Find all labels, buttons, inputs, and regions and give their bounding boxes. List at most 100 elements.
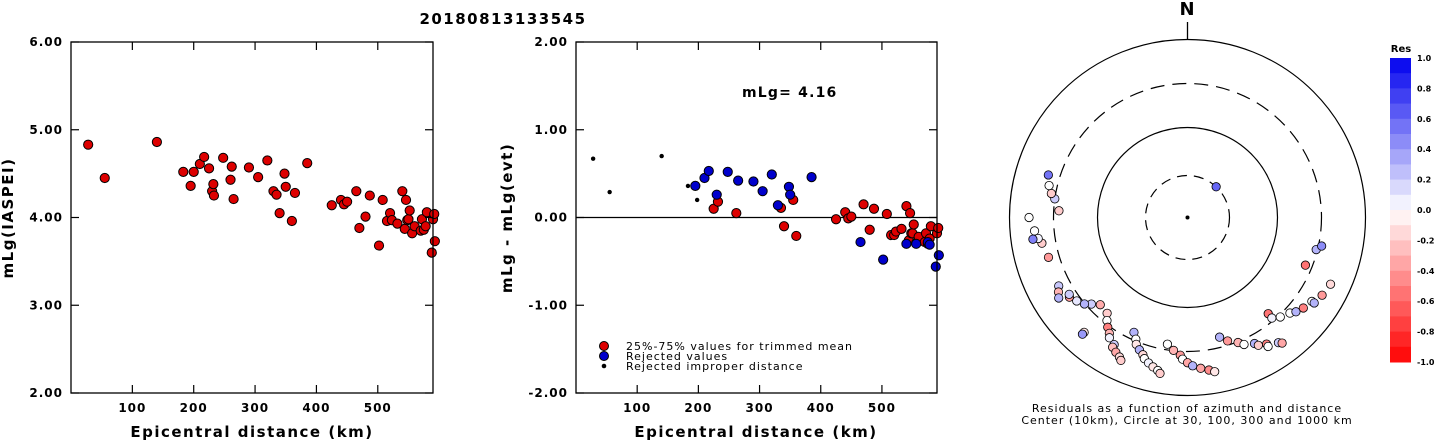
legend-marker-improper [601,363,607,369]
panel1-x-tick-label: 200 [684,401,712,415]
ring-30km [1144,174,1231,261]
colorbar-tick-label: -0.4 [1417,267,1435,276]
panel1-y-axis-title: mLg(IASPEI) [0,158,17,279]
panel0-y-tick-label: 6.00 [29,35,63,49]
station-residual-point [1309,298,1319,308]
panel0-x-tick-label: 100 [118,401,146,415]
panel0-point-series0 [185,180,196,192]
ring-1000km [1008,38,1367,397]
panel0-point-series0 [354,222,365,234]
panel1-ticks: 2.00 3.00 4.00 5.00 6.00 100 200 300 400 500 [29,35,433,415]
panel0-point-series0 [188,166,199,177]
station-residual-point [1291,307,1301,317]
station-residual-point [1325,279,1336,289]
colorbar-cell [1390,164,1411,181]
colorbar-cell [1390,316,1411,333]
panel2-points [590,153,944,272]
panel0-point-series0 [373,240,385,251]
panel0-point-series0 [203,163,215,174]
station-residual-point [1046,188,1056,199]
station-residual-point [1214,332,1225,342]
panel1-point-series0 [868,203,880,214]
panel0-x-tick-label: 300 [241,401,269,415]
polar-station-points [1024,170,1336,378]
panel1-point-series2 [694,197,700,203]
panel0-point-series0 [178,166,189,177]
station-residual-point [1210,367,1220,377]
station-residual-point [1064,289,1074,299]
map-caption-line2: Center (10km), Circle at 30, 100, 300 an… [1021,414,1352,427]
colorbar-cell [1390,210,1411,226]
epicenter-marker [1185,215,1190,220]
panel0-point-series0 [280,181,291,192]
colorbar-cell [1390,73,1411,89]
panel0-point-series0 [225,174,236,185]
station-residual-point [1162,339,1173,349]
panel0-point-series0 [289,187,301,199]
panel0-point-series0 [404,205,415,216]
figure-title: 20180813133545 [419,10,586,28]
panel1-point-series1 [901,238,912,249]
panel2-magnitude-annotation: mLg= 4.16 [742,85,837,101]
colorbar-cells [1390,58,1411,363]
panel0-point-series0 [226,161,237,172]
panel1-x-tick-label: 300 [746,401,774,415]
panel0-x-tick-label: 500 [364,401,392,415]
panel1-x-tick-label: 100 [623,401,651,415]
panel0-point-series0 [208,179,219,190]
panel1-y-tick-label: 0.00 [534,211,568,225]
panel0-point-series0 [377,194,388,206]
panel0-point-series0 [364,190,375,201]
panel1-y-tick-label: -1.00 [528,298,568,312]
panel1-point-series1 [924,239,935,250]
ring-300km [1052,82,1323,353]
panel0-point-series0 [342,196,353,207]
panel0-point-series0 [151,136,162,148]
colorbar-cell [1390,286,1411,302]
station-residual-point [1239,339,1249,350]
panel2-ticks: -2.00 -1.00 0.00 1.00 2.00 100 200 300 400 500 [528,35,937,415]
station-residual-point [1029,226,1040,236]
panel0-x-tick-label: 400 [302,401,330,415]
panel0-point-series0 [271,189,282,200]
colorbar-tick-label: 1.0 [1417,54,1432,63]
panel1-point-series0 [933,222,944,234]
panel1-point-series0 [791,230,802,242]
panel0-point-series0 [400,194,412,206]
station-residual-point [1300,260,1311,270]
panel1-point-series1 [766,169,777,180]
panel0-point-series0 [218,152,229,163]
panel1-points [83,136,440,258]
panel0-point-series0 [243,162,255,173]
ring-100km [1096,126,1279,309]
colorbar-cell [1390,346,1411,363]
panel1-y-tick-label: 1.00 [534,123,568,137]
panel1-point-series0 [830,214,842,225]
panel1-point-series2 [590,156,596,161]
panel2-x-axis-title: Epicentral distance (km) [634,423,877,441]
station-residual-point [1275,312,1285,322]
panel1-point-series1 [711,189,722,200]
panel1-point-series1 [748,176,759,187]
colorbar-tick-label: 0.8 [1417,84,1432,93]
legend-label-improper: Rejected improper distance [626,360,804,373]
panel1-x-tick-label: 400 [807,401,835,415]
panel0-point-series0 [426,247,437,258]
panel1-point-series0 [864,224,875,235]
panel0-point-series0 [274,208,285,219]
station-residual-point [1188,361,1198,371]
panel1-point-series1 [933,250,944,261]
panel1-y-tick-label: -2.00 [528,386,568,400]
panel1-point-series1 [690,180,701,192]
station-residual-point [1028,234,1038,244]
station-residual-point [1155,368,1165,378]
panel1-point-series1 [878,254,889,265]
station-residual-point [1277,338,1287,348]
map-caption-line1: Residuals as a function of azimuth and d… [1032,402,1342,415]
colorbar-cell [1390,240,1411,257]
panel1-point-series0 [904,208,916,219]
colorbar-title: Res [1391,44,1411,55]
station-residual-point [1043,170,1053,180]
panel1-point-series1 [733,175,744,186]
